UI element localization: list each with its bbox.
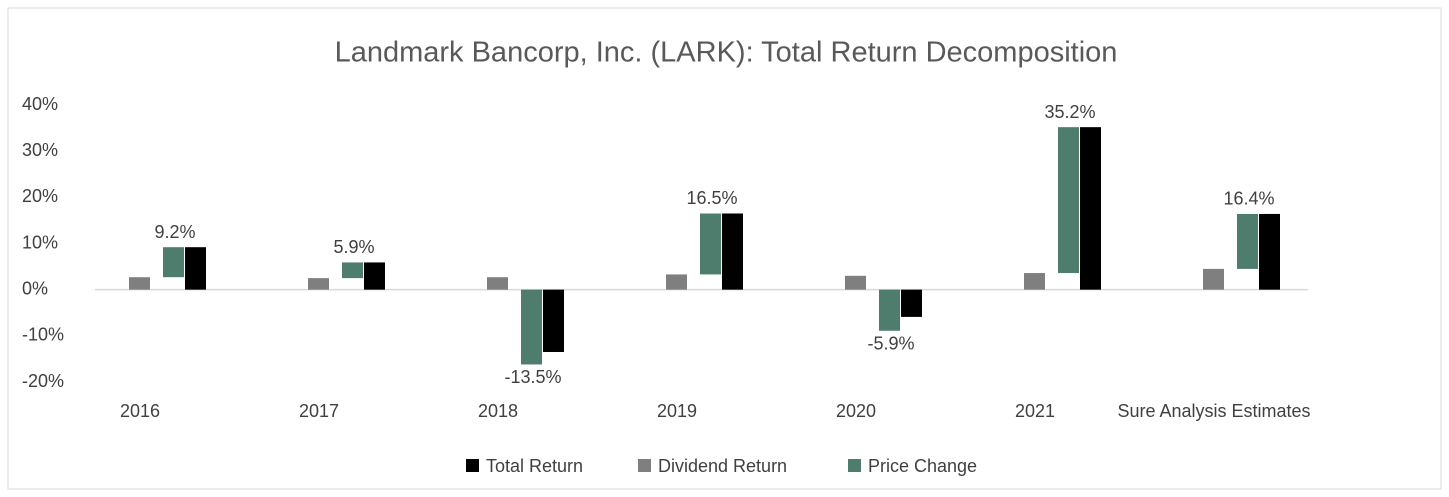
bar: [901, 289, 922, 317]
data-label: 35.2%: [1044, 102, 1095, 122]
legend-label: Dividend Return: [658, 456, 787, 476]
bar: [1024, 273, 1045, 290]
data-label: 16.4%: [1223, 189, 1274, 209]
bar: [163, 247, 184, 278]
x-tick-label: 2016: [120, 401, 160, 421]
y-tick-label: -10%: [22, 325, 64, 345]
data-label: 9.2%: [154, 222, 195, 242]
bar: [879, 289, 900, 331]
bar: [1080, 127, 1101, 290]
bar: [342, 262, 363, 279]
bar: [1058, 127, 1079, 274]
legend-swatch: [466, 459, 479, 472]
bar: [1259, 213, 1280, 290]
legend-label: Total Return: [486, 456, 583, 476]
bar: [666, 274, 687, 290]
data-label: 16.5%: [686, 188, 737, 208]
data-label: 5.9%: [333, 237, 374, 257]
bar: [364, 262, 385, 290]
y-tick-label: 10%: [22, 232, 58, 252]
x-tick-label: Sure Analysis Estimates: [1117, 401, 1310, 421]
legend-label: Price Change: [868, 456, 977, 476]
y-tick-label: 20%: [22, 186, 58, 206]
data-label: -13.5%: [504, 367, 561, 387]
bar: [722, 213, 743, 290]
y-tick-label: 30%: [22, 140, 58, 160]
y-tick-label: -20%: [22, 371, 64, 391]
bar: [700, 213, 721, 275]
bar: [521, 289, 542, 365]
chart-title: Landmark Bancorp, Inc. (LARK): Total Ret…: [335, 37, 1118, 69]
legend-swatch: [638, 459, 651, 472]
bar: [1237, 213, 1258, 269]
y-tick-label: 0%: [22, 278, 48, 298]
bar: [129, 277, 150, 290]
bar: [543, 289, 564, 352]
data-label: -5.9%: [867, 334, 914, 354]
x-tick-label: 2021: [1015, 401, 1055, 421]
x-tick-label: 2018: [478, 401, 518, 421]
bar: [845, 275, 866, 290]
y-tick-label: 40%: [22, 94, 58, 114]
bar: [1203, 268, 1224, 290]
bar: [308, 278, 329, 290]
x-tick-label: 2017: [299, 401, 339, 421]
bar: [185, 247, 206, 290]
x-tick-label: 2019: [657, 401, 697, 421]
legend-swatch: [848, 459, 861, 472]
x-tick-label: 2020: [836, 401, 876, 421]
bar: [487, 277, 508, 290]
